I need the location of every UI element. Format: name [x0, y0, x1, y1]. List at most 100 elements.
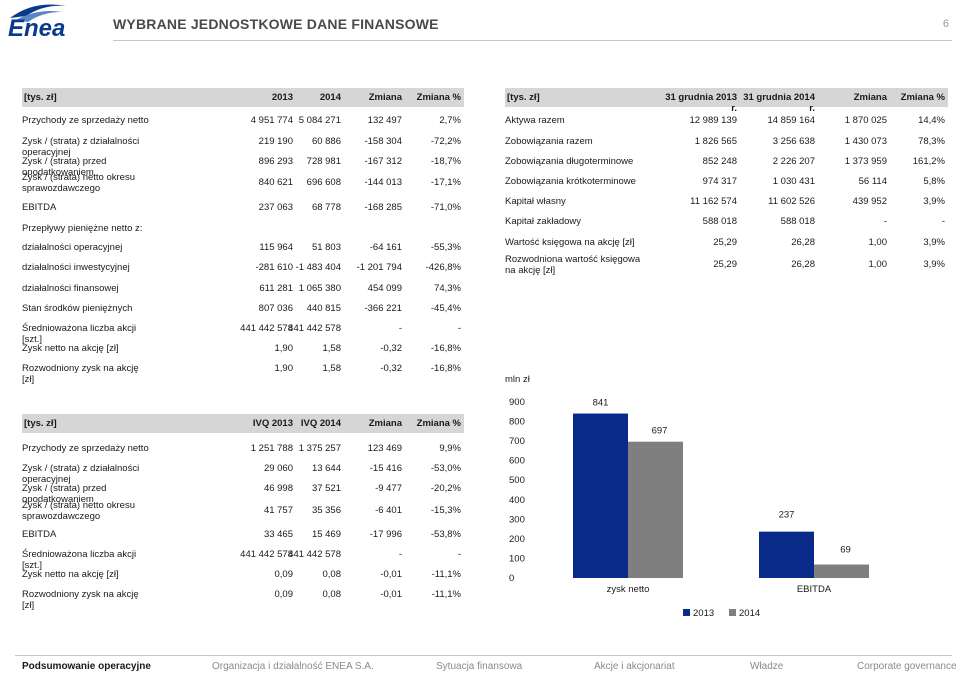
row-value: 852 248	[702, 156, 737, 167]
row-value: 896 293	[258, 156, 293, 167]
row-value: 12 989 139	[689, 115, 737, 126]
nav-organization[interactable]: Organizacja i działalność ENEA S.A.	[212, 661, 374, 672]
row-value: 454 099	[367, 283, 402, 294]
row-value: -15,3%	[430, 505, 461, 516]
row-value: -64 161	[369, 242, 402, 253]
row-label: Zysk netto na akcję [zł]	[22, 569, 119, 580]
row-label: EBITDA	[22, 529, 57, 540]
row-value: 1,58	[322, 343, 342, 354]
y-tick-label: 300	[509, 514, 525, 525]
row-value: -158 304	[364, 136, 402, 147]
nav-summary-operational[interactable]: Podsumowanie operacyjne	[22, 661, 151, 672]
row-value: -168 285	[364, 202, 402, 213]
row-value: -17 996	[369, 529, 402, 540]
page-number: 6	[942, 18, 949, 30]
y-tick-label: 900	[509, 397, 525, 408]
row-value: 1,90	[274, 343, 294, 354]
row-value: 1 065 380	[298, 283, 341, 294]
row-value: 1,00	[868, 259, 888, 270]
row-value: 696 608	[306, 177, 341, 188]
header-cell: Zmiana	[853, 92, 887, 103]
row-value: 1,58	[322, 363, 342, 374]
bar-2013-1	[759, 531, 814, 578]
header-cell: 2013	[271, 92, 293, 103]
row-label: Zobowiązania długoterminowe	[505, 156, 634, 167]
row-value: -	[941, 216, 945, 227]
row-value: 68 778	[311, 202, 341, 213]
header-cell: 2014	[319, 92, 341, 103]
profit-bar-chart: mln zł 0 100 200 300 400 500 600 700 800 900 841 697…	[505, 374, 869, 619]
y-tick-label: 100	[509, 553, 525, 564]
header-cell: [tys. zł]	[24, 92, 57, 103]
header-divider	[113, 40, 952, 41]
nav-shares[interactable]: Akcje i akcjonariat	[594, 661, 675, 672]
header-cell: 31 grudnia 2014 r.	[743, 92, 815, 114]
row-label: EBITDA	[22, 202, 57, 213]
row-label: Zysk / (strata) przed opodatkowaniem	[22, 483, 107, 505]
row-value: 123 469	[367, 443, 402, 454]
row-value: 14 859 164	[767, 115, 815, 126]
row-value: 1 870 025	[844, 115, 887, 126]
header-cell: Zmiana	[368, 92, 402, 103]
row-value: 26,28	[791, 237, 815, 248]
row-value: -16,8%	[430, 343, 461, 354]
row-value: -	[398, 549, 402, 560]
row-value: 25,29	[713, 237, 737, 248]
row-value: 26,28	[791, 259, 815, 270]
y-axis-label: mln zł	[505, 374, 531, 385]
row-value: 14,4%	[918, 115, 945, 126]
row-label: Przychody ze sprzedaży netto	[22, 115, 149, 126]
row-value: 37 521	[311, 483, 341, 494]
row-value: -167 312	[364, 156, 402, 167]
row-value: 2,7%	[439, 115, 461, 126]
header-cell: [tys. zł]	[507, 92, 540, 103]
row-value: 588 018	[780, 216, 815, 227]
row-value: -16,8%	[430, 363, 461, 374]
row-value: 9,9%	[439, 443, 461, 454]
row-value: 4 951 774	[250, 115, 293, 126]
footer-divider	[15, 655, 952, 656]
row-value: -6 401	[375, 505, 402, 516]
row-value: 3 256 638	[772, 136, 815, 147]
row-value: 3,9%	[923, 196, 945, 207]
row-value: -281 610	[255, 262, 293, 273]
row-value: 1,90	[274, 363, 294, 374]
row-value: -1 201 794	[356, 262, 402, 273]
row-value: 588 018	[702, 216, 737, 227]
header-cell: 31 grudnia 2013 r.	[665, 92, 737, 114]
row-value: 11 602 526	[768, 196, 815, 207]
row-value: 1 373 959	[844, 156, 887, 167]
row-label: Aktywa razem	[505, 115, 565, 126]
row-value: 5 084 271	[298, 115, 341, 126]
profit-chart: mln zł 0 100 200 300 400 500 600 700 800 900 841 697…	[505, 370, 945, 630]
row-value: -72,2%	[430, 136, 461, 147]
row-label: Przychody ze sprzedaży netto	[22, 443, 149, 454]
y-tick-label: 400	[509, 495, 525, 506]
row-label: działalności inwestycyjnej	[22, 262, 130, 273]
row-value: 60 886	[311, 136, 341, 147]
bar-2013-0	[573, 413, 628, 578]
nav-authorities[interactable]: Władze	[750, 661, 784, 672]
nav-corporate-governance[interactable]: Corporate governance	[857, 661, 957, 672]
data-label: 841	[593, 398, 609, 409]
row-value: 29 060	[263, 463, 293, 474]
logo-text: Enea	[8, 15, 65, 40]
row-label: Rozwodniony zysk na akcję [zł]	[22, 363, 139, 385]
row-value: -	[883, 216, 887, 227]
row-value: -45,4%	[430, 303, 461, 314]
row-label: Rozwodniona wartość księgowa na akcję [z…	[505, 254, 641, 276]
row-label: Zysk / (strata) z działalności operacyjn…	[22, 463, 140, 485]
row-value: 25,29	[713, 259, 737, 270]
data-label: 237	[779, 510, 795, 521]
row-value: 161,2%	[912, 156, 945, 167]
row-label: Zysk / (strata) przed opodatkowaniem	[22, 156, 107, 178]
row-value: 1 430 073	[844, 136, 887, 147]
row-value: 439 952	[852, 196, 887, 207]
y-tick-label: 500	[509, 475, 525, 486]
row-value: 0,08	[322, 569, 342, 580]
header-cell: Zmiana %	[416, 92, 461, 103]
row-value: 78,3%	[918, 136, 945, 147]
row-value: -1 483 404	[295, 262, 341, 273]
nav-financial-situation[interactable]: Sytuacja finansowa	[436, 661, 523, 672]
row-label: Zysk / (strata) z działalności operacyjn…	[22, 136, 140, 158]
